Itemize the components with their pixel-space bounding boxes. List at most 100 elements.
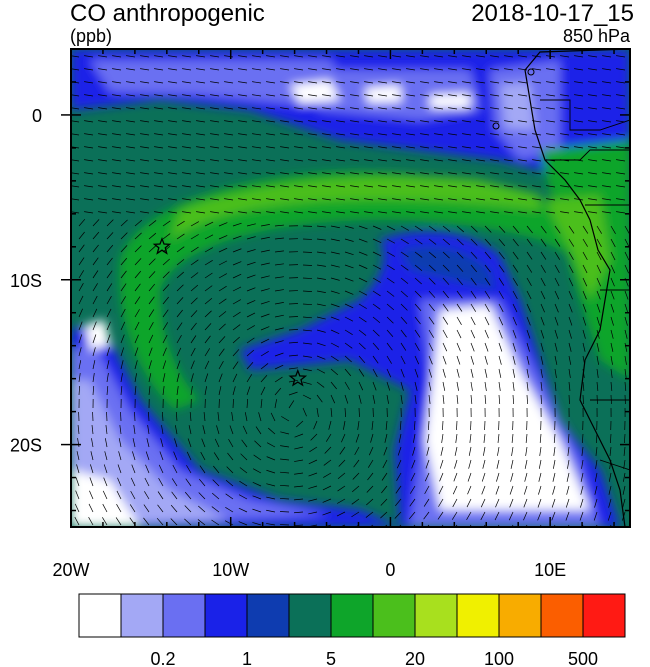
wind-barb [84,159,94,162]
wind-barb [386,329,394,337]
wind-barb [482,459,486,469]
wind-barb [456,329,462,339]
wind-barb [437,511,444,520]
wind-barb [204,260,213,266]
wind-barb [322,133,332,136]
wind-barb [616,94,626,97]
colorbar-swatch [330,593,374,638]
wind-barb [406,146,416,149]
colorbar-swatch [246,593,290,638]
wind-barb [560,172,570,175]
wind-barb [274,289,284,292]
wind-barb [148,258,156,266]
wind-barb [364,55,374,58]
wind-barb [532,146,542,149]
datetime-label: 2018-10-17_15 [471,0,634,27]
wind-barb [246,312,256,318]
wind-barb [378,94,388,97]
wind-barb [252,146,262,149]
wind-barb [224,133,234,136]
wind-barb [280,172,290,175]
wind-barb [525,433,528,443]
wind-barb [532,172,542,175]
wind-barb [252,522,262,526]
wind-barb [512,368,516,378]
wind-barb [580,472,584,482]
wind-barb [238,94,248,97]
colorbar-swatch [372,593,416,638]
wind-barb [439,472,444,482]
wind-barb [294,498,304,501]
wind-barb [341,433,346,443]
wind-barb [176,373,180,383]
wind-barb [414,355,420,365]
wind-barb [567,459,570,469]
wind-barb [148,220,157,227]
wind-barb [148,309,155,318]
wind-barb [610,342,614,352]
wind-barb [322,68,332,71]
wind-barb [406,159,416,162]
wind-barb [518,185,528,188]
wind-barb [106,270,113,279]
wind-barb [196,146,206,149]
wind-barb [476,55,486,58]
wind-barb [624,433,626,444]
wind-barb [308,94,318,97]
wind-barb [355,433,360,443]
wind-barb [498,277,505,286]
wind-barb [106,283,113,292]
wind-barb [184,505,192,513]
wind-barb [92,360,96,370]
wind-barb [554,277,560,287]
wind-barb [358,316,367,323]
wind-barb [92,219,100,227]
wind-barb [112,159,122,162]
wind-barb [225,479,234,487]
wind-barb [196,133,206,136]
wind-barb [112,185,122,188]
wind-barb [526,264,533,273]
wind-barb [78,244,85,253]
wind-barb [448,94,458,97]
wind-barb [365,511,374,518]
wind-barb [266,456,276,461]
wind-barb [280,133,290,136]
wind-barb [616,198,626,201]
wind-barb [162,296,169,305]
wind-barb [176,271,184,279]
wind-barb [400,329,407,338]
x-tick-label: 10W [212,560,249,580]
wind-barb [438,498,444,507]
wind-barb [288,316,299,318]
wind-barb [400,394,403,404]
wind-barb [266,146,276,149]
wind-barb [98,94,108,97]
wind-barb [539,446,542,456]
wind-barb [498,316,504,326]
wind-barb [322,185,332,188]
wind-barb [182,120,192,123]
wind-barb [526,381,529,391]
wind-barb [498,225,506,233]
wind-barb [344,264,354,269]
wind-barb [92,386,95,396]
wind-barb [538,459,542,469]
wind-barb [384,433,388,443]
wind-barb [392,185,402,188]
wind-barb [512,355,516,365]
wind-barb [526,303,532,313]
wind-barb [134,360,138,370]
wind-barb [182,68,192,71]
wind-barb [470,381,473,391]
wind-barb [190,335,197,344]
wind-barb [495,485,500,495]
wind-barb [88,516,94,526]
wind-barb [106,257,113,266]
wind-barb [274,387,282,396]
wind-barb [392,107,402,110]
wind-barb [162,347,167,357]
wind-barb [316,368,326,374]
wind-barb [554,329,559,339]
wind-barb [364,107,374,110]
